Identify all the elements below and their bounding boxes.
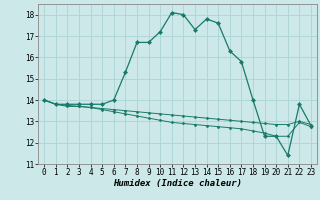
X-axis label: Humidex (Indice chaleur): Humidex (Indice chaleur) xyxy=(113,179,242,188)
